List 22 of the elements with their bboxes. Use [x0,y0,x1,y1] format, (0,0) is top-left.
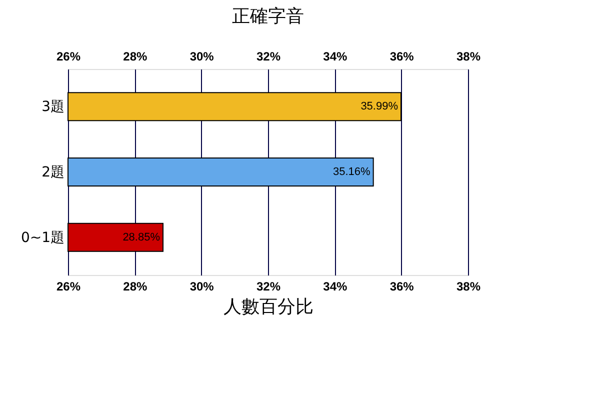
x-tick-label: 26% [56,280,81,294]
x-tick-label: 28% [123,280,148,294]
y-tick-label: 3題 [42,99,64,116]
x2-tick-label: 32% [256,50,281,64]
x-tick-label: 30% [190,280,214,294]
chart-title: 正確字音 [232,6,304,27]
x2-tick-label: 30% [190,50,214,64]
x-tick-label: 38% [456,280,481,294]
x2-tick-label: 38% [456,50,481,64]
x-tick-label: 36% [390,280,414,294]
x-axis-title: 人數百分比 [224,296,314,318]
x2-tick-label: 36% [390,50,414,64]
x2-tick-label: 34% [323,50,348,64]
x-tick-label: 34% [323,280,348,294]
data-label: 35.99% [360,100,398,113]
x2-tick-label: 26% [56,50,81,64]
x-tick-label: 32% [256,280,281,294]
y-tick-label: 0~1題 [20,230,64,246]
x2-tick-label: 28% [123,50,148,64]
data-label: 28.85% [122,231,160,244]
y-tick-label: 2題 [42,164,64,180]
data-label: 35.16% [333,166,371,178]
